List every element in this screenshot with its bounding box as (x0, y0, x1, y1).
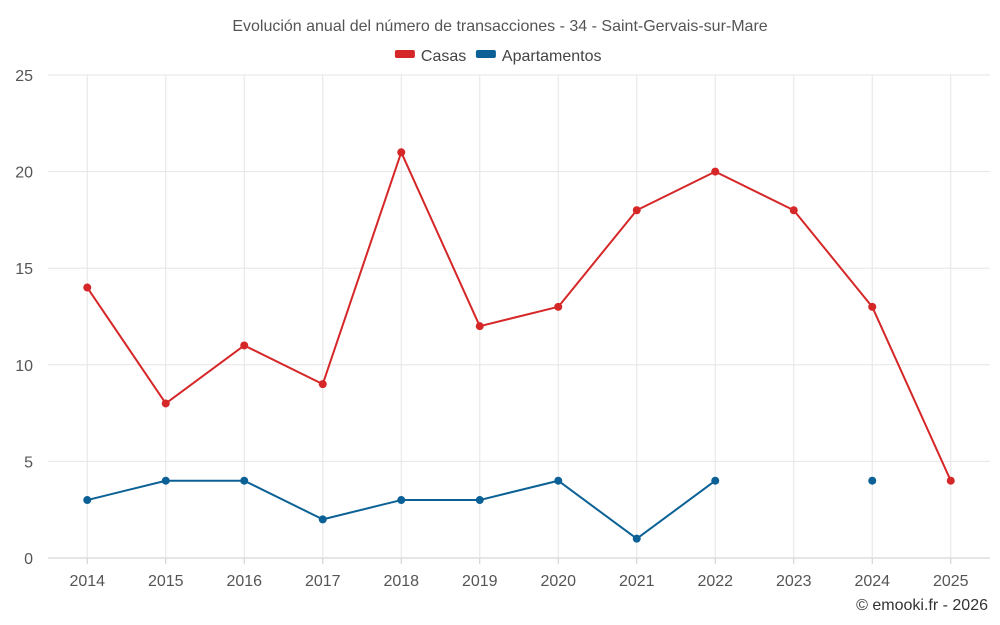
legend-swatch (475, 50, 496, 58)
legend-label: Casas (421, 48, 466, 65)
data-point-casas[interactable] (83, 283, 92, 292)
x-tick-label: 2017 (305, 573, 341, 590)
data-point-casas[interactable] (240, 341, 249, 350)
data-point-casas[interactable] (318, 380, 327, 389)
y-tick-label: 25 (15, 68, 33, 85)
x-tick-label: 2021 (619, 573, 655, 590)
series-casas (83, 148, 955, 485)
data-point-apartamentos[interactable] (83, 496, 92, 505)
data-point-casas[interactable] (397, 148, 406, 157)
data-point-casas[interactable] (475, 322, 484, 331)
y-tick-label: 10 (15, 358, 33, 375)
y-tick-label: 5 (24, 454, 33, 471)
credit-text: © emooki.fr - 2026 (856, 597, 988, 614)
data-point-casas[interactable] (632, 206, 641, 215)
data-point-apartamentos[interactable] (868, 476, 877, 485)
x-tick-label: 2014 (69, 573, 105, 590)
x-axis-ticks: 2014 2015 2016 2017 2018 2019 2020 2021 2022 2023… (69, 558, 969, 590)
series-layer (83, 148, 955, 543)
x-tick-label: 2016 (226, 573, 262, 590)
data-point-casas[interactable] (554, 302, 563, 311)
data-point-casas[interactable] (789, 206, 798, 215)
y-tick-label: 0 (24, 551, 33, 568)
data-point-casas[interactable] (868, 302, 877, 311)
x-tick-label: 2024 (854, 573, 890, 590)
data-point-casas[interactable] (711, 167, 720, 176)
data-point-apartamentos[interactable] (632, 534, 641, 543)
y-tick-label: 15 (15, 261, 33, 278)
y-axis-ticks: 0 5 10 15 20 25 (15, 68, 33, 568)
legend: Casas Apartamentos (394, 48, 602, 65)
x-tick-label: 2022 (697, 573, 733, 590)
x-tick-label: 2023 (776, 573, 812, 590)
data-point-apartamentos[interactable] (240, 476, 249, 485)
legend-swatch (394, 50, 415, 58)
data-point-casas[interactable] (946, 476, 955, 485)
y-tick-label: 20 (15, 165, 33, 182)
legend-label: Apartamentos (502, 48, 602, 65)
x-tick-label: 2025 (933, 573, 969, 590)
x-tick-label: 2019 (462, 573, 498, 590)
data-point-apartamentos[interactable] (318, 515, 327, 524)
legend-item-casas[interactable]: Casas (394, 48, 466, 65)
data-point-casas[interactable] (161, 399, 170, 408)
x-tick-label: 2020 (540, 573, 576, 590)
x-tick-label: 2015 (148, 573, 184, 590)
series-apartamentos (83, 476, 877, 543)
x-tick-label: 2018 (383, 573, 419, 590)
data-point-apartamentos[interactable] (475, 496, 484, 505)
data-point-apartamentos[interactable] (554, 476, 563, 485)
legend-item-apartamentos[interactable]: Apartamentos (475, 48, 602, 65)
data-point-apartamentos[interactable] (161, 476, 170, 485)
data-point-apartamentos[interactable] (711, 476, 720, 485)
chart-title: Evolución anual del número de transaccio… (232, 18, 767, 35)
data-point-apartamentos[interactable] (397, 496, 406, 505)
series-line-casas (86, 151, 952, 482)
